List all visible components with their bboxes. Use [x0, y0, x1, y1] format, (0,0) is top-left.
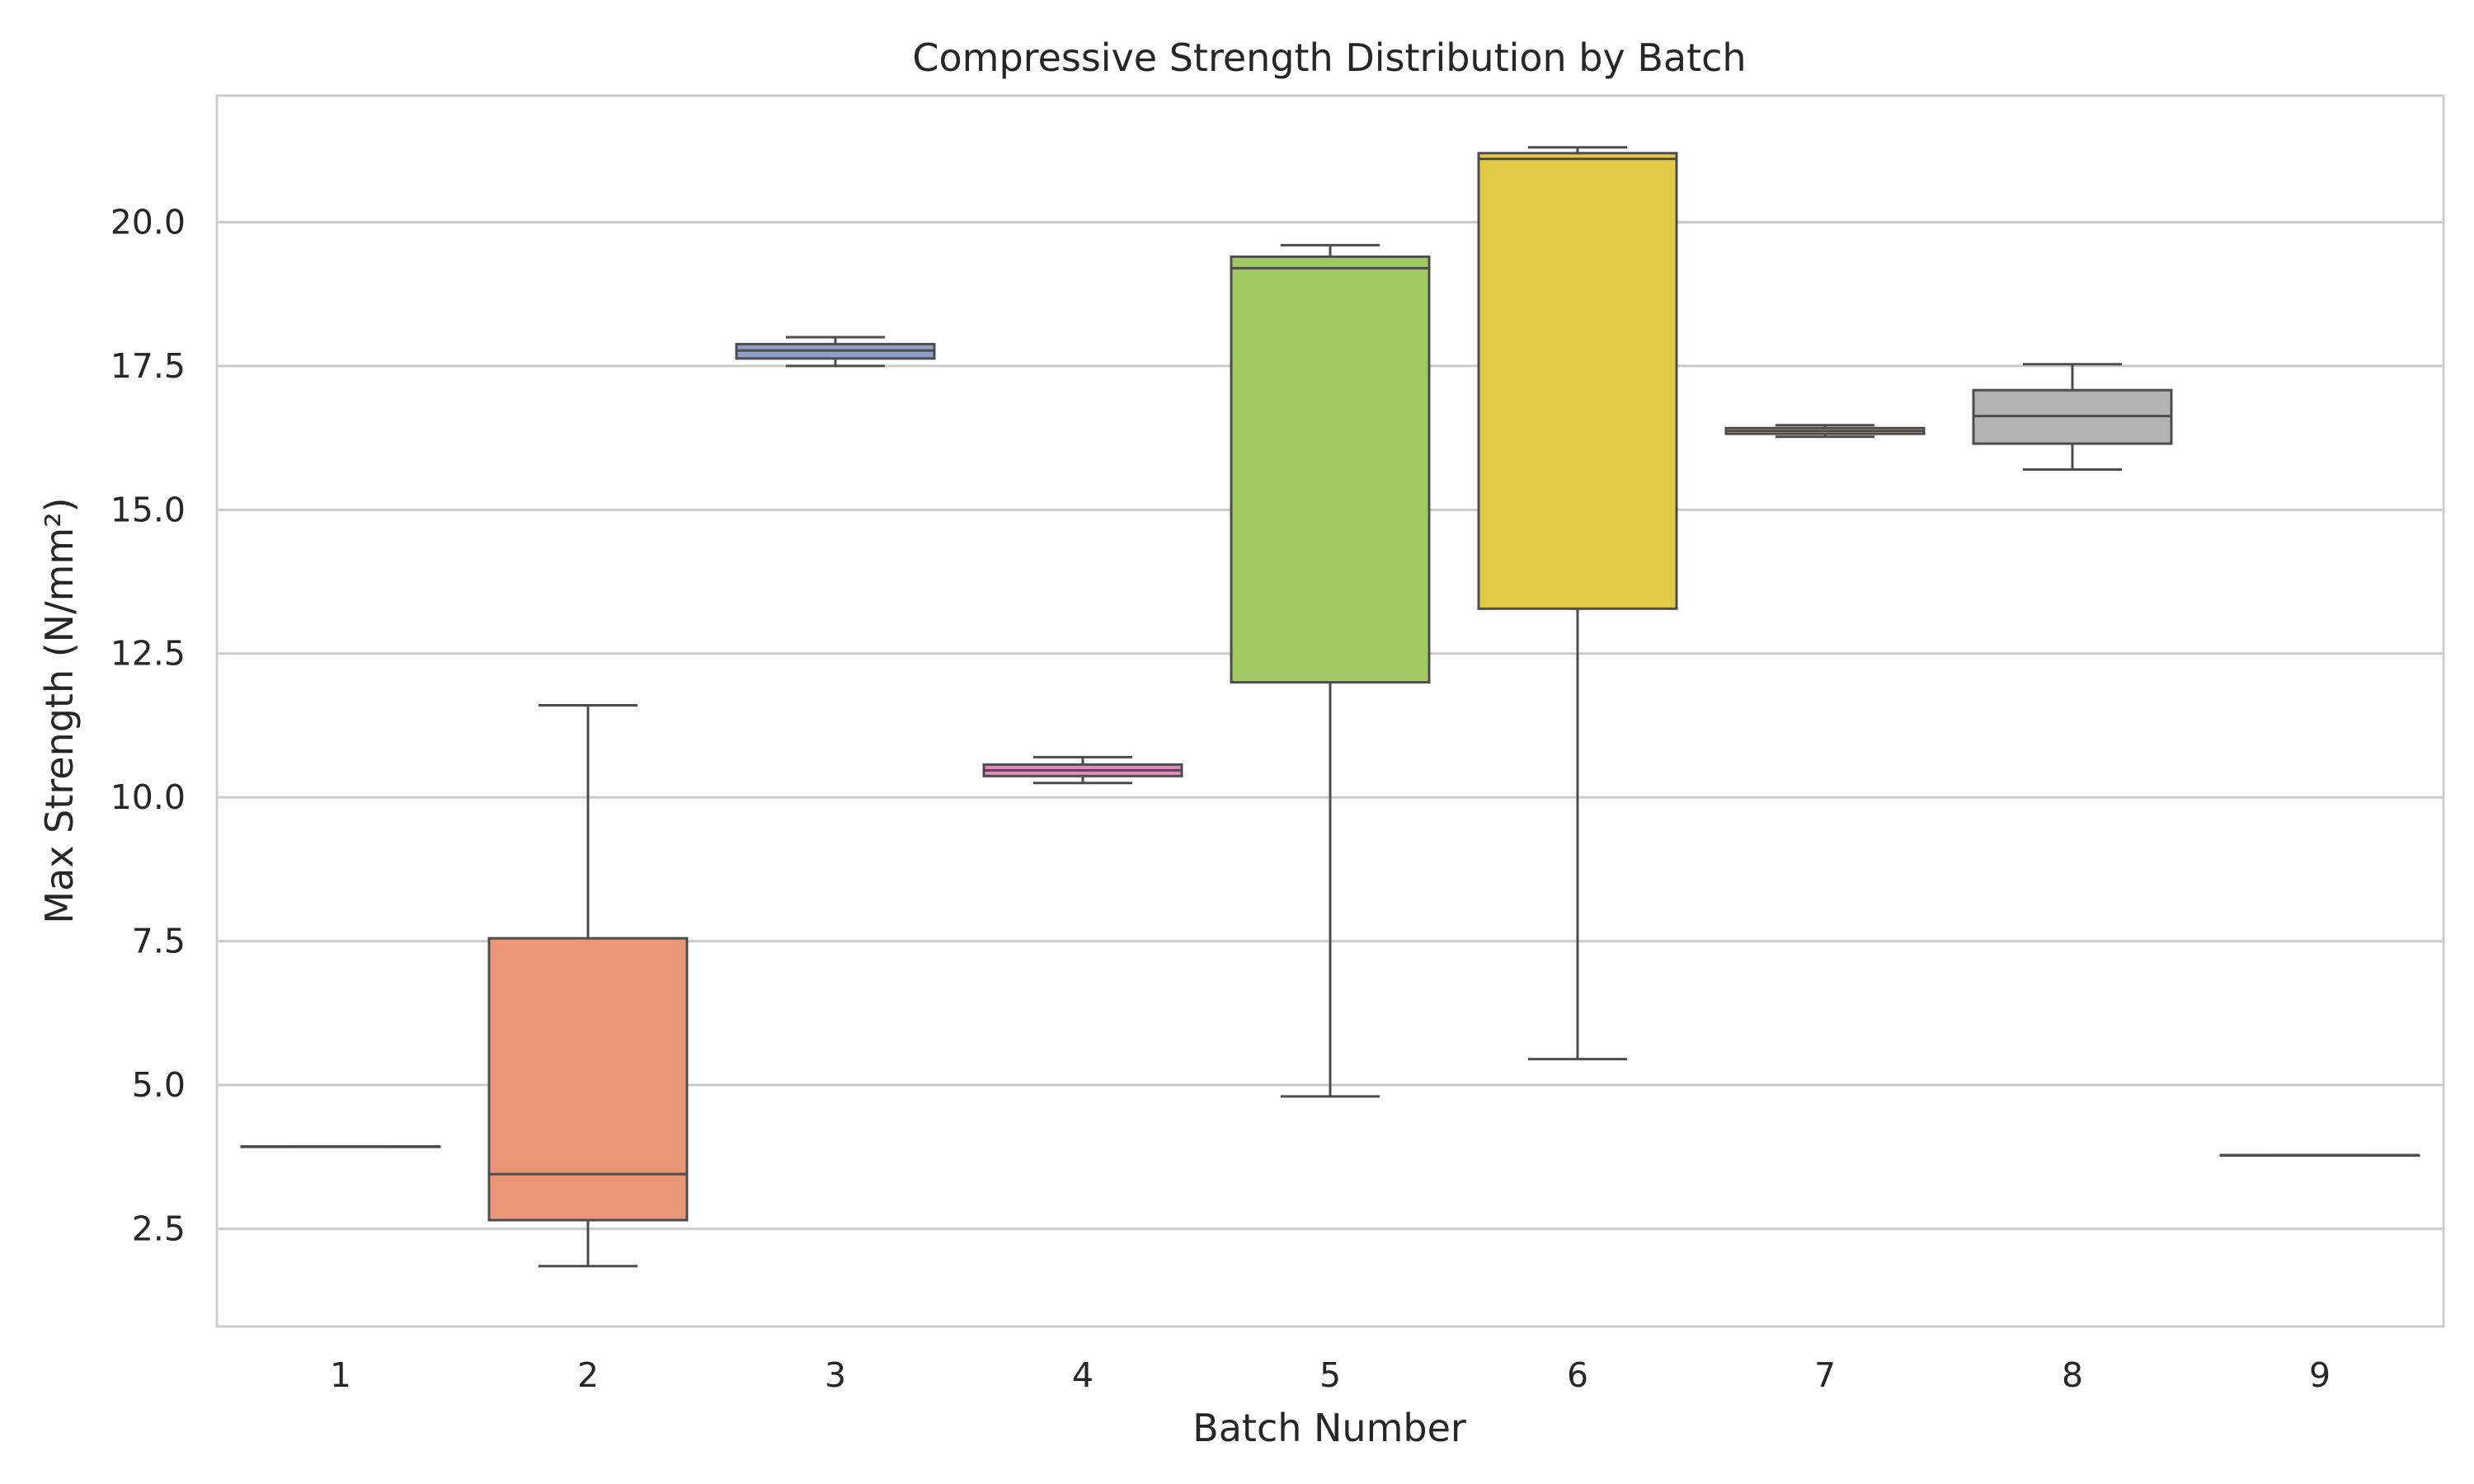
y-tick-label: 5.0 — [132, 1065, 186, 1105]
box-2 — [487, 704, 689, 1268]
box-4 — [982, 755, 1183, 785]
y-tick-label: 15.0 — [111, 490, 186, 529]
box-6 — [1477, 146, 1678, 1061]
box-3 — [735, 336, 936, 368]
x-tick-label: 1 — [330, 1355, 351, 1395]
y-tick-label: 20.0 — [111, 202, 186, 242]
x-axis-label: Batch Number — [1192, 1406, 1466, 1450]
x-tick-label: 2 — [577, 1355, 599, 1395]
y-tick-label: 7.5 — [132, 922, 186, 961]
x-tick-label: 7 — [1814, 1355, 1836, 1395]
x-tick-label: 3 — [825, 1355, 846, 1395]
box-iqr — [1477, 152, 1678, 610]
x-tick-label: 9 — [2309, 1355, 2331, 1395]
y-tick-label: 10.0 — [111, 777, 186, 817]
y-tick-label: 2.5 — [132, 1209, 186, 1248]
box-1 — [240, 1145, 441, 1148]
box-iqr — [1230, 255, 1431, 684]
y-axis-label: Max Strength (N/mm²) — [37, 497, 82, 923]
box-9 — [2219, 1153, 2420, 1158]
x-tick-label: 5 — [1319, 1355, 1341, 1395]
x-tick-label: 8 — [2062, 1355, 2083, 1395]
boxes — [240, 146, 2420, 1268]
y-tick-label: 12.5 — [111, 634, 186, 674]
x-tick-label: 4 — [1072, 1355, 1094, 1395]
plot-frame — [215, 94, 2445, 1328]
box-5 — [1230, 243, 1431, 1098]
box-iqr — [487, 937, 689, 1222]
box-8 — [1972, 363, 2173, 471]
y-tick-label: 17.5 — [111, 346, 186, 386]
box-7 — [1724, 424, 1926, 439]
chart-title: Compressive Strength Distribution by Bat… — [912, 35, 1746, 80]
x-tick-label: 6 — [1567, 1355, 1588, 1395]
tick-labels: 2.5 5.0 7.5 10.0 12.5 15.0 17.5 20.0 1 2 3 4 5 6 7 8 9 — [111, 202, 2331, 1395]
